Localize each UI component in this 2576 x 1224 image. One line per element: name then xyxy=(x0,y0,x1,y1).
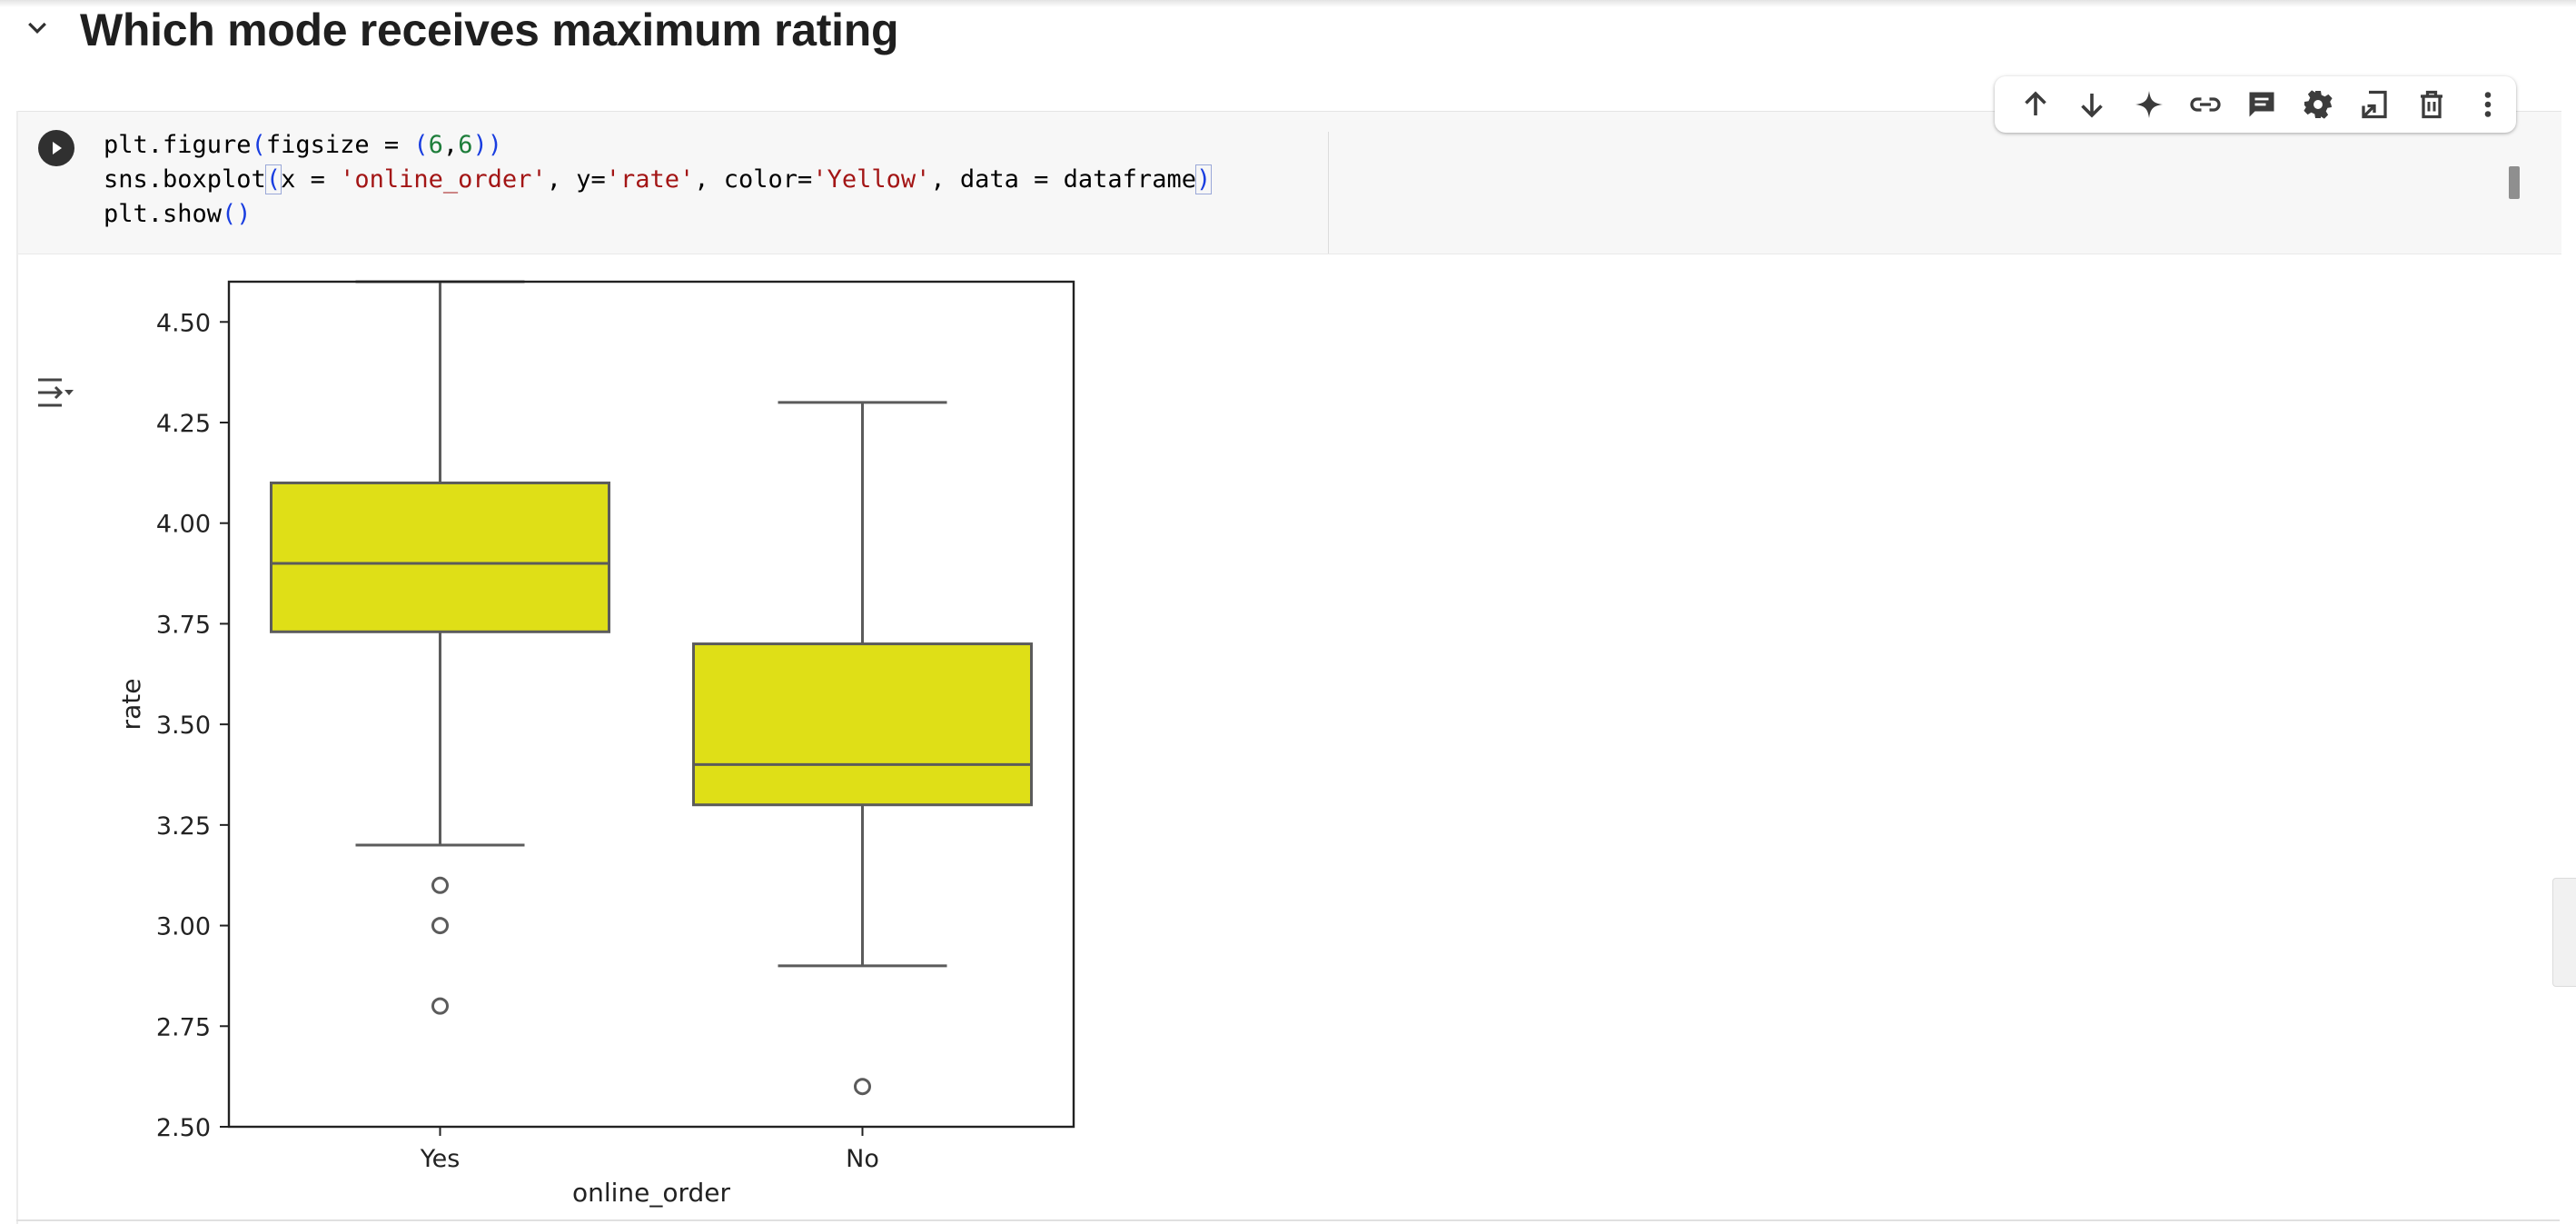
more-button[interactable] xyxy=(2460,76,2516,133)
mirror-cell-button[interactable] xyxy=(2346,76,2403,133)
code-token: ) xyxy=(472,131,488,159)
cell-output: 2.50 2.75 3.00 3.25 3.50 3.75 4.00 4.25 4.50 Yes N… xyxy=(18,253,2561,1224)
trash-icon xyxy=(2420,90,2442,119)
y-tick-label: 2.50 xyxy=(156,1114,211,1142)
code-line[interactable]: sns.boxplot(x = 'online_order', y='rate'… xyxy=(104,163,1213,197)
code-token: 'Yellow' xyxy=(812,165,931,194)
link-icon xyxy=(2190,97,2221,112)
code-token: ) xyxy=(487,131,502,159)
y-tick-label: 3.75 xyxy=(156,611,211,639)
code-token: figsize = xyxy=(265,131,414,159)
y-axis-label: rate xyxy=(116,679,146,731)
code-token: , color= xyxy=(694,165,813,194)
outlier-point xyxy=(431,997,449,1015)
x-axis-label: online_order xyxy=(572,1178,731,1208)
collapse-section-button[interactable] xyxy=(20,11,54,45)
code-token: x = xyxy=(281,165,341,194)
play-icon xyxy=(53,142,62,154)
section-title: Which mode receives maximum rating xyxy=(80,5,899,55)
editor-scrollbar[interactable] xyxy=(2509,166,2520,199)
move-up-button[interactable] xyxy=(2007,76,2064,133)
code-line[interactable]: plt.show() xyxy=(104,197,1211,232)
outlier-point xyxy=(431,917,449,935)
x-tick-label: Yes xyxy=(420,1145,461,1173)
code-token: 6 xyxy=(428,131,443,159)
code-token: ( xyxy=(264,164,282,194)
code-token: 'online_order' xyxy=(340,165,547,194)
code-token: , y= xyxy=(546,165,606,194)
more-vert-icon xyxy=(2484,92,2492,117)
code-token: , data = dataframe xyxy=(930,165,1196,194)
delete-button[interactable] xyxy=(2403,76,2460,133)
gemini-button[interactable] xyxy=(2120,76,2176,133)
cell-toolbar xyxy=(1995,76,2516,133)
x-tick-label: No xyxy=(846,1145,879,1173)
output-actions-button[interactable] xyxy=(35,374,74,411)
axes-frame xyxy=(227,280,1075,1129)
code-token: plt.show xyxy=(104,200,223,228)
arrow-up-icon xyxy=(2025,91,2046,115)
boxplot-chart: 2.50 2.75 3.00 3.25 3.50 3.75 4.00 4.25 4.50 Yes N… xyxy=(116,280,1075,1208)
output-menu-icon xyxy=(38,378,74,407)
code-line[interactable]: plt.figure(figsize = (6,6)) xyxy=(104,128,1211,163)
comment-button[interactable] xyxy=(2234,76,2290,133)
sparkle-icon xyxy=(2135,91,2163,118)
comment-icon xyxy=(2249,92,2274,117)
code-token: sns.boxplot xyxy=(104,165,266,194)
outlier-point xyxy=(431,876,449,894)
move-down-button[interactable] xyxy=(2064,76,2120,133)
outlier-point xyxy=(854,1078,871,1096)
open-in-tab-icon xyxy=(2362,90,2388,119)
y-tick-label: 4.50 xyxy=(156,309,211,337)
top-shadow xyxy=(0,0,2576,7)
code-token: 'rate' xyxy=(605,165,695,194)
code-cell[interactable]: plt.figure(figsize = (6,6)) sns.boxplot(x… xyxy=(16,111,2561,1224)
y-tick-label: 4.00 xyxy=(156,511,211,539)
chevron-down-icon xyxy=(28,22,46,35)
box-yes xyxy=(270,481,610,633)
settings-button[interactable] xyxy=(2290,76,2346,133)
link-button[interactable] xyxy=(2177,76,2234,133)
gear-icon xyxy=(2304,90,2333,119)
box-no xyxy=(692,642,1033,807)
y-tick-label: 2.75 xyxy=(156,1013,211,1041)
line-length-ruler xyxy=(1328,132,1329,254)
code-token: ( xyxy=(413,131,429,159)
code-editor[interactable]: plt.figure(figsize = (6,6)) sns.boxplot(x… xyxy=(18,111,2561,254)
y-tick-label: 3.25 xyxy=(156,812,211,841)
code-token: () xyxy=(222,200,252,228)
code-token: ( xyxy=(251,131,266,159)
y-tick-label: 3.00 xyxy=(156,913,211,941)
code-token: plt.figure xyxy=(104,131,252,159)
page-scrollbar[interactable] xyxy=(2552,878,2576,987)
run-cell-button[interactable] xyxy=(38,130,74,166)
cell-bottom-border xyxy=(16,1219,2560,1221)
code-token: ) xyxy=(1194,164,1213,194)
code-token: , xyxy=(442,131,459,159)
y-tick-label: 4.25 xyxy=(156,410,211,438)
y-tick-label: 3.50 xyxy=(156,712,211,740)
arrow-down-icon xyxy=(2081,94,2104,118)
section-header: Which mode receives maximum rating xyxy=(0,0,1362,64)
code-token: 6 xyxy=(458,131,473,159)
code-text[interactable]: plt.figure(figsize = (6,6)) sns.boxplot(x… xyxy=(104,128,1213,232)
